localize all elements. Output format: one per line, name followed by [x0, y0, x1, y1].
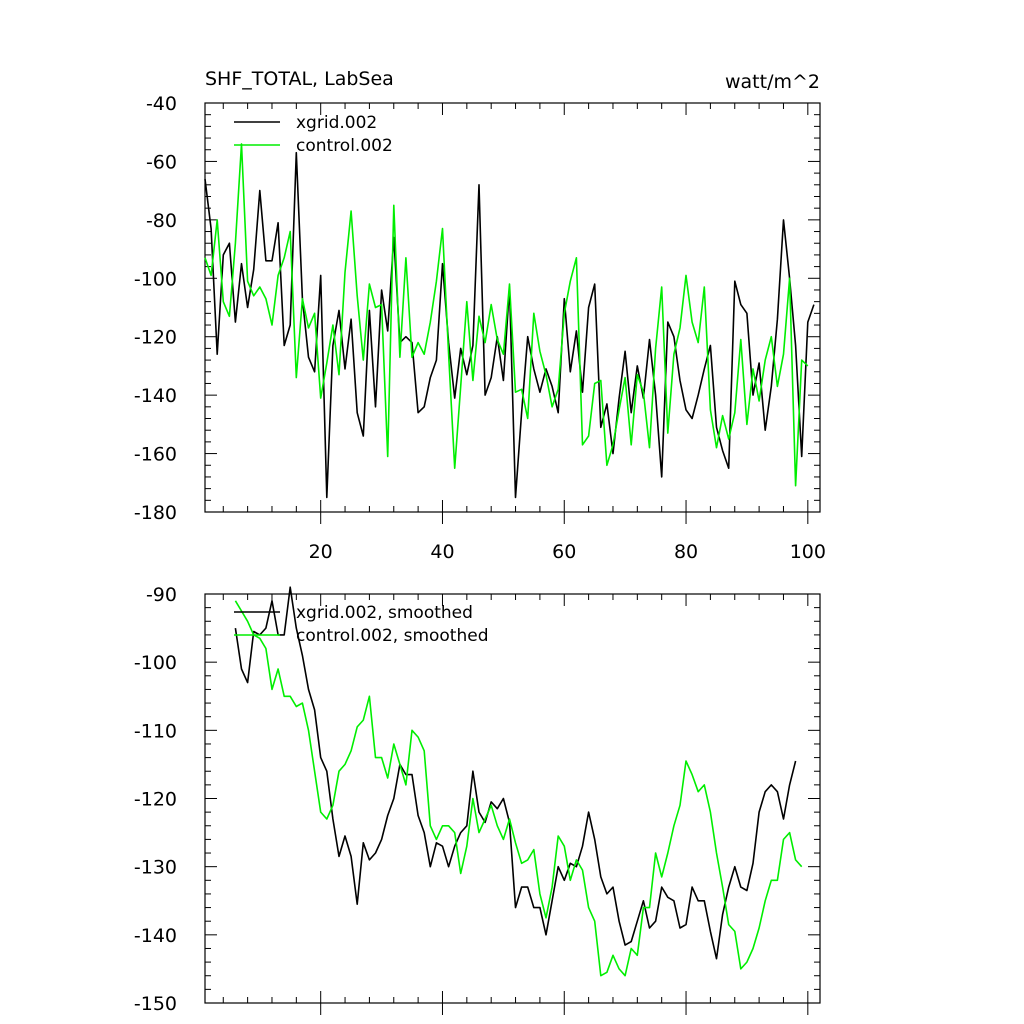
series-line-control — [234, 600, 803, 977]
y-tick-label: -120 — [134, 789, 177, 811]
units-label: watt/m^2 — [725, 71, 820, 93]
x-tick-label: 40 — [430, 541, 454, 563]
legend-label-control: control.002 — [296, 136, 393, 156]
legend-label-control-smoothed: control.002, smoothed — [296, 626, 489, 646]
legend: xgrid.002, smoothed control.002, smoothe… — [234, 603, 489, 646]
x-tick-label: 100 — [790, 541, 826, 563]
y-tick-label: -40 — [146, 93, 177, 115]
plot-frame — [204, 102, 821, 513]
series-line-xgrid — [234, 586, 797, 960]
legend-label-xgrid-smoothed: xgrid.002, smoothed — [296, 603, 473, 623]
y-tick-label: -130 — [134, 857, 177, 879]
x-tick-label: 20 — [309, 541, 333, 563]
chart-title: SHF_TOTAL, LabSea — [205, 68, 394, 90]
y-tick-label: -60 — [146, 151, 177, 173]
axis-ticks: 20 40 60 80 100 -180 -160 -140 -120 -100 -80 -60 -40 — [134, 93, 826, 563]
y-tick-label: -180 — [134, 502, 177, 524]
y-tick-label: -160 — [134, 444, 177, 466]
y-tick-label: -100 — [134, 268, 177, 290]
legend: xgrid.002 control.002 — [234, 113, 393, 156]
x-tick-label: 60 — [552, 541, 576, 563]
y-tick-label: -140 — [134, 385, 177, 407]
series-lines — [234, 586, 803, 977]
series-line-control — [204, 143, 809, 487]
y-tick-label: -100 — [134, 652, 177, 674]
series-line-xgrid — [204, 151, 815, 499]
y-tick-label: -80 — [146, 210, 177, 232]
y-tick-label: -140 — [134, 925, 177, 947]
plot-frame — [204, 593, 821, 1004]
y-tick-label: -150 — [134, 993, 177, 1015]
x-tick-label: 80 — [674, 541, 698, 563]
series-lines — [204, 143, 815, 499]
y-tick-label: -90 — [146, 584, 177, 606]
y-tick-label: -120 — [134, 327, 177, 349]
y-tick-label: -110 — [134, 720, 177, 742]
legend-label-xgrid: xgrid.002 — [296, 113, 377, 133]
axis-ticks: -150 -140 -130 -120 -110 -100 -90 — [134, 584, 820, 1015]
top-panel: SHF_TOTAL, LabSea watt/m^2 20 40 60 80 100 -1… — [134, 68, 826, 563]
bottom-panel: -150 -140 -130 -120 -110 -100 -90 xgrid.002, s… — [134, 584, 821, 1015]
